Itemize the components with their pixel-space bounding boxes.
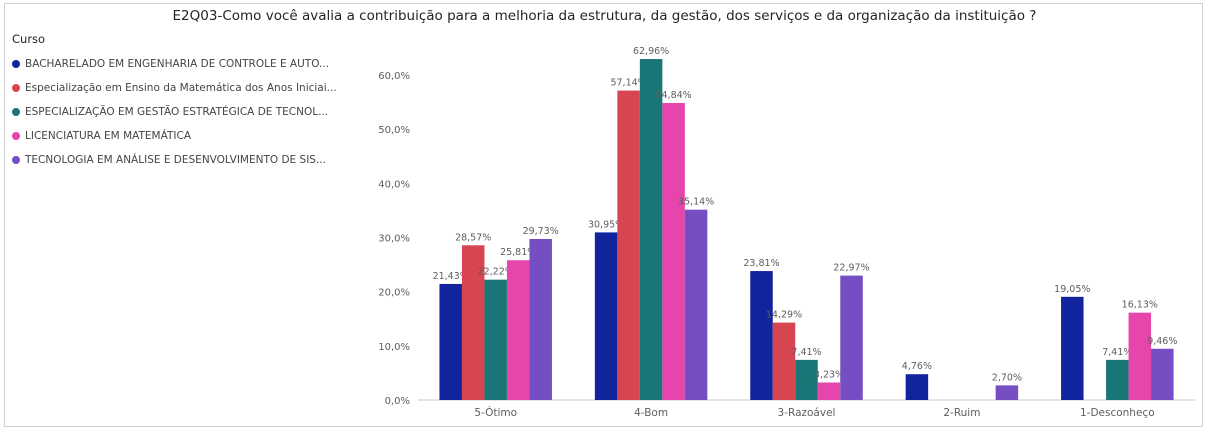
bar (439, 283, 462, 400)
data-label: 7,41% (1102, 347, 1132, 358)
bar (529, 239, 552, 400)
data-label: 22,97% (833, 263, 869, 274)
y-tick-label: 20,0% (378, 288, 410, 299)
legend-title: Curso (12, 32, 46, 46)
bar (1061, 296, 1084, 400)
y-tick-label: 10,0% (378, 342, 410, 353)
bar (594, 232, 618, 400)
legend: BACHARELADO EM ENGENHARIA DE CONTROLE E … (12, 52, 337, 172)
data-label: 25,81% (500, 247, 536, 258)
data-label: 7,41% (791, 347, 821, 358)
bar (639, 59, 663, 400)
data-label: 21,43% (433, 271, 469, 282)
bar (461, 245, 485, 400)
x-tick-label: 2-Ruim (943, 407, 980, 419)
bar (840, 275, 863, 400)
bar (662, 103, 685, 400)
legend-item[interactable]: Especialização em Ensino da Matemática d… (12, 76, 337, 100)
legend-label: BACHARELADO EM ENGENHARIA DE CONTROLE E … (25, 58, 330, 70)
x-tick-label: 3-Razoável (778, 407, 836, 419)
bar (995, 385, 1019, 400)
legend-label: LICENCIATURA EM MATEMÁTICA (25, 130, 192, 142)
data-label: 57,14% (610, 78, 646, 89)
bar (484, 279, 507, 400)
data-label: 29,73% (523, 226, 559, 237)
bar (750, 271, 773, 400)
bar (905, 374, 929, 400)
chart-title: E2Q03-Como você avalia a contribuição pa… (172, 8, 1037, 24)
x-tick-label: 4-Bom (634, 407, 668, 419)
y-tick-label: 30,0% (378, 234, 410, 245)
legend-marker-icon (12, 60, 20, 68)
legend-item[interactable]: BACHARELADO EM ENGENHARIA DE CONTROLE E … (12, 52, 337, 76)
bar (772, 322, 796, 400)
data-label: 35,14% (678, 197, 714, 208)
legend-item[interactable]: LICENCIATURA EM MATEMÁTICA (12, 124, 337, 148)
legend-marker-icon (12, 132, 20, 140)
data-label: 4,76% (902, 361, 932, 372)
data-label: 2,70% (992, 372, 1022, 383)
data-label: 54,84% (655, 90, 691, 101)
legend-item[interactable]: ESPECIALIZAÇÃO EM GESTÃO ESTRATÉGICA DE … (12, 100, 337, 124)
bar (506, 260, 530, 400)
legend-label: Especialização em Ensino da Matemática d… (25, 82, 337, 94)
legend-label: ESPECIALIZAÇÃO EM GESTÃO ESTRATÉGICA DE … (25, 106, 329, 118)
legend-marker-icon (12, 108, 20, 116)
data-label: 23,81% (743, 258, 779, 269)
data-label: 28,57% (455, 232, 491, 243)
data-label: 3,23% (814, 370, 844, 381)
bar (795, 359, 818, 400)
bar (617, 90, 640, 400)
x-tick-label: 5-Ótimo (474, 406, 517, 419)
legend-marker-icon (12, 156, 20, 164)
y-tick-label: 50,0% (378, 125, 410, 136)
legend-label: TECNOLOGIA EM ANÁLISE E DESENVOLVIMENTO … (25, 154, 326, 166)
bar (684, 209, 708, 400)
data-label: 30,95% (588, 219, 624, 230)
data-label: 16,13% (1122, 300, 1158, 311)
data-label: 14,29% (766, 310, 802, 321)
data-label: 22,22% (478, 267, 514, 278)
legend-item[interactable]: TECNOLOGIA EM ANÁLISE E DESENVOLVIMENTO … (12, 148, 337, 172)
y-tick-label: 0,0% (385, 396, 410, 407)
data-label: 9,46% (1147, 336, 1177, 347)
x-tick-label: 1-Desconheço (1080, 407, 1155, 419)
data-label: 19,05% (1054, 284, 1090, 295)
bar (817, 382, 841, 400)
bar (1128, 312, 1152, 400)
bar (1151, 348, 1174, 400)
legend-marker-icon (12, 84, 20, 92)
bar (1106, 359, 1129, 400)
y-tick-label: 60,0% (378, 71, 410, 82)
y-tick-label: 40,0% (378, 179, 410, 190)
data-label: 62,96% (633, 46, 669, 57)
